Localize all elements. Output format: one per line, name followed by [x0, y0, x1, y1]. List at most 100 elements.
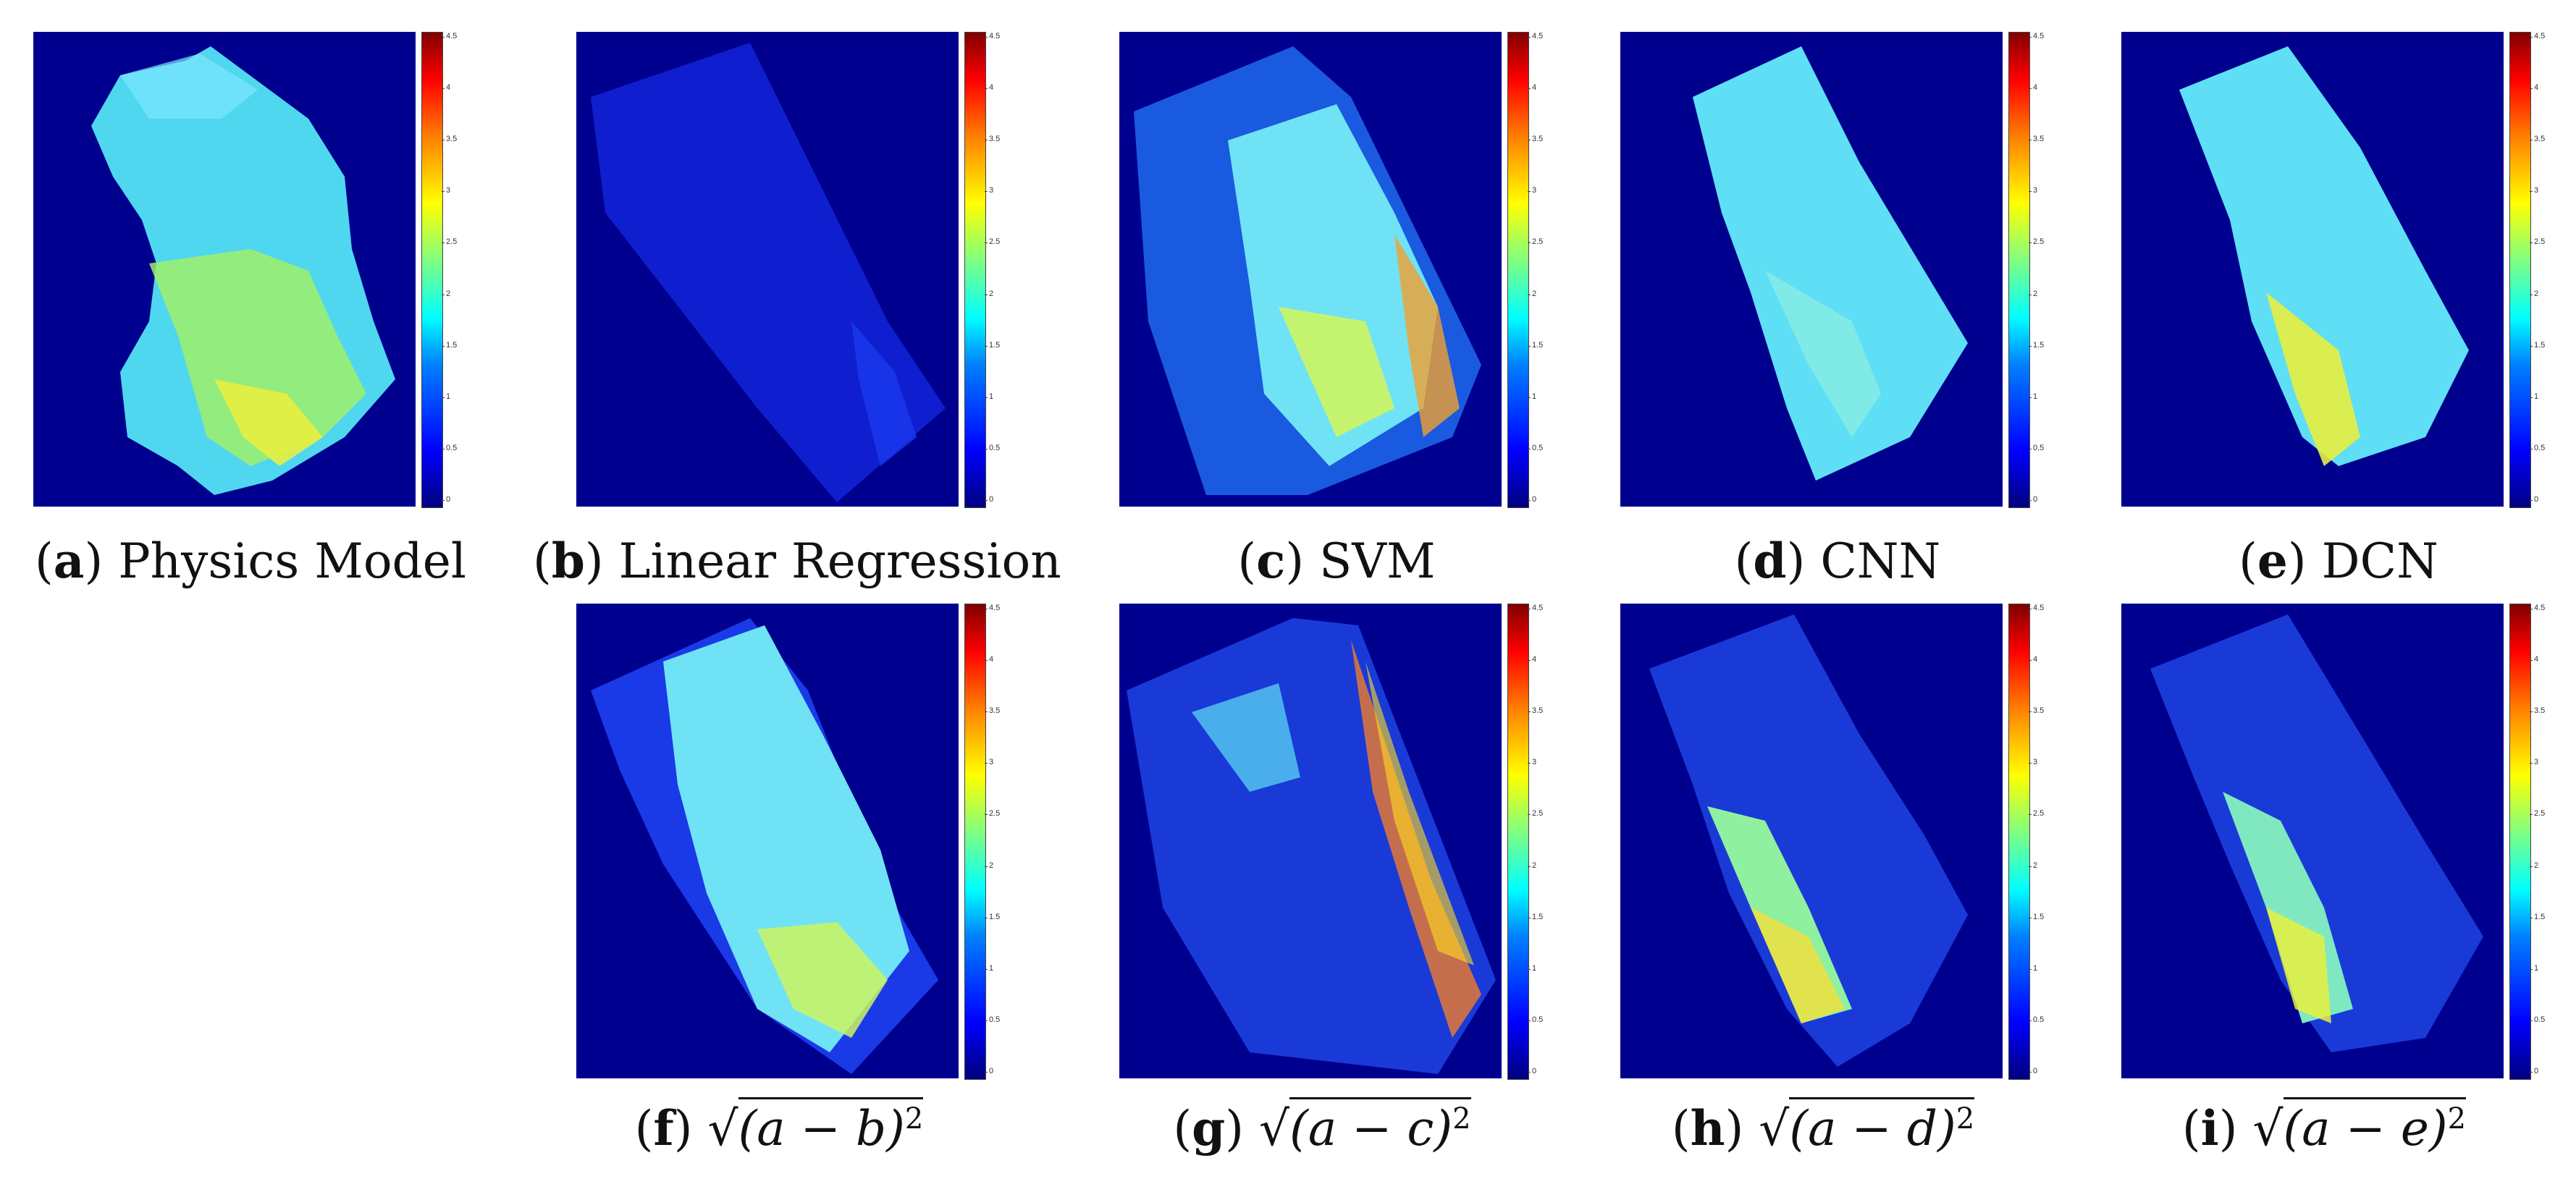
colorbar-tick-label: 4.5 — [441, 32, 458, 41]
colorbar-tick-label: 3 — [1527, 758, 1537, 767]
colorbar-tick-label: 0 — [2028, 495, 2038, 504]
colorbar-tick-label: 3.5 — [984, 706, 1001, 716]
caption-h-exp: 2 — [1956, 1102, 1975, 1136]
colorbar-tick-label: 2 — [1527, 289, 1537, 298]
sqrt-sign-icon: √ — [2252, 1101, 2284, 1157]
caption-i-exp: 2 — [2447, 1102, 2467, 1136]
caption-f: (f) √(a − b)2 — [576, 1097, 982, 1157]
colorbar-tick-label: 2.5 — [2028, 809, 2045, 819]
colorbar-tick-label: 2.5 — [441, 237, 458, 247]
colorbar-tick-label: 4 — [984, 655, 994, 664]
colorbar-tick-label: 3.5 — [1527, 706, 1544, 716]
colorbar-tick-label: 0.5 — [984, 443, 1001, 452]
colorbar-tick-label: 3 — [2028, 758, 2038, 767]
caption-c-title: SVM — [1319, 533, 1436, 589]
colorbar-ticks: 4.5 4 3.5 3 2.5 2 1.5 1 0.5 0 — [2529, 604, 2575, 1078]
colorbar-tick-label: 4 — [2028, 655, 2038, 664]
colorbar-tick-label: 4.5 — [1527, 32, 1544, 41]
panel-g-map-image — [1127, 618, 1496, 1074]
panel-a-map — [33, 32, 416, 507]
colorbar-tick-label: 2 — [441, 289, 451, 298]
colorbar-tick-label: 2.5 — [2529, 809, 2546, 819]
colorbar-tick-label: 3.5 — [2529, 706, 2546, 716]
caption-d-letter: d — [1753, 533, 1787, 589]
colorbar-tick-label: 4 — [1527, 83, 1537, 93]
colorbar-tick-label: 3 — [2028, 186, 2038, 195]
colorbar-tick-label: 0 — [984, 1067, 994, 1075]
colorbar-tick-label: 1 — [441, 392, 451, 401]
panel-c-colorbar — [1507, 32, 1529, 508]
panel-i-map-image — [2150, 614, 2483, 1052]
panel-i-colorbar — [2509, 604, 2531, 1080]
colorbar-tick-label: 0.5 — [2028, 443, 2045, 452]
panel-f-map — [576, 604, 959, 1078]
colorbar-tick-label: 0.5 — [2529, 443, 2546, 452]
colorbar-tick-label: 1 — [2028, 963, 2038, 973]
colorbar-tick-label: 1.5 — [1527, 340, 1544, 350]
colorbar-tick-label: 0 — [1527, 1067, 1537, 1075]
caption-h: (h) √(a − d)2 — [1620, 1097, 2026, 1157]
colorbar-tick-label: 3.5 — [441, 135, 458, 144]
panel-d-map-image — [1693, 46, 1968, 481]
colorbar-tick-label: 0 — [2529, 495, 2539, 504]
colorbar-tick-label: 3 — [984, 758, 994, 767]
colorbar-tick-label: 1.5 — [2028, 340, 2045, 350]
caption-g-letter: g — [1192, 1100, 1226, 1157]
colorbar-tick-label: 4.5 — [1527, 604, 1544, 612]
colorbar-tick-label: 2 — [2028, 289, 2038, 298]
caption-g-expr: (a − c) — [1289, 1101, 1453, 1157]
colorbar-tick-label: 4 — [2028, 83, 2038, 93]
panel-a-map-image — [91, 46, 395, 495]
colorbar-tick-label: 2 — [1527, 861, 1537, 870]
caption-a: (a) Physics Model — [35, 533, 466, 589]
colorbar-tick-label: 2 — [984, 861, 994, 870]
colorbar-tick-label: 1.5 — [984, 340, 1001, 350]
panel-g-map — [1119, 604, 1502, 1078]
caption-b-letter: b — [551, 533, 585, 589]
colorbar-tick-label: 1 — [1527, 963, 1537, 973]
colorbar-tick-label: 4 — [984, 83, 994, 93]
panel-a-colorbar — [421, 32, 443, 508]
colorbar-tick-label: 4.5 — [984, 604, 1001, 612]
colorbar-ticks: 4.5 4 3.5 3 2.5 2 1.5 1 0.5 0 — [441, 32, 487, 507]
caption-g-exp: 2 — [1452, 1102, 1471, 1136]
caption-h-expr: (a − d) — [1789, 1101, 1956, 1157]
colorbar-ticks: 4.5 4 3.5 3 2.5 2 1.5 1 0.5 0 — [1527, 32, 1573, 507]
colorbar-ticks: 4.5 4 3.5 3 2.5 2 1.5 1 0.5 0 — [1527, 604, 1573, 1078]
colorbar-tick-label: 3.5 — [2028, 135, 2045, 144]
colorbar-ticks: 4.5 4 3.5 3 2.5 2 1.5 1 0.5 0 — [2529, 32, 2575, 507]
caption-i-expr: (a − e) — [2283, 1101, 2448, 1157]
caption-g: (g) √(a − c)2 — [1119, 1097, 1525, 1157]
caption-a-title: Physics Model — [118, 533, 466, 589]
colorbar-tick-label: 1.5 — [2529, 340, 2546, 350]
colorbar-tick-label: 2.5 — [1527, 237, 1544, 247]
colorbar-tick-label: 3.5 — [2529, 135, 2546, 144]
panel-c-map-image — [1134, 46, 1481, 495]
panel-f-map-image — [591, 618, 938, 1074]
caption-f-exp: 2 — [904, 1102, 924, 1136]
caption-e-letter: e — [2257, 533, 2288, 589]
panel-g-colorbar — [1507, 604, 1529, 1080]
colorbar-tick-label: 0.5 — [2028, 1015, 2045, 1024]
colorbar-tick-label: 1.5 — [984, 912, 1001, 921]
caption-c-letter: c — [1256, 533, 1286, 589]
colorbar-tick-label: 1 — [984, 963, 994, 973]
colorbar-tick-label: 0.5 — [1527, 443, 1544, 452]
colorbar-tick-label: 2 — [984, 289, 994, 298]
caption-e-title: DCN — [2321, 533, 2438, 589]
colorbar-tick-label: 3 — [2529, 186, 2539, 195]
panel-b-colorbar — [964, 32, 986, 508]
caption-b-title: Linear Regression — [618, 533, 1061, 589]
colorbar-tick-label: 4.5 — [2028, 604, 2045, 612]
colorbar-tick-label: 0.5 — [984, 1015, 1001, 1024]
colorbar-tick-label: 4.5 — [2529, 604, 2546, 612]
colorbar-tick-label: 3.5 — [1527, 135, 1544, 144]
caption-c: (c) SVM — [1237, 533, 1436, 589]
panel-d-colorbar — [2008, 32, 2030, 508]
panel-b-map-image — [591, 43, 946, 502]
sqrt-sign-icon: √ — [707, 1101, 738, 1157]
colorbar-tick-label: 0 — [441, 495, 451, 504]
colorbar-tick-label: 0.5 — [2529, 1015, 2546, 1024]
colorbar-tick-label: 4 — [2529, 83, 2539, 93]
colorbar-tick-label: 4 — [2529, 655, 2539, 664]
